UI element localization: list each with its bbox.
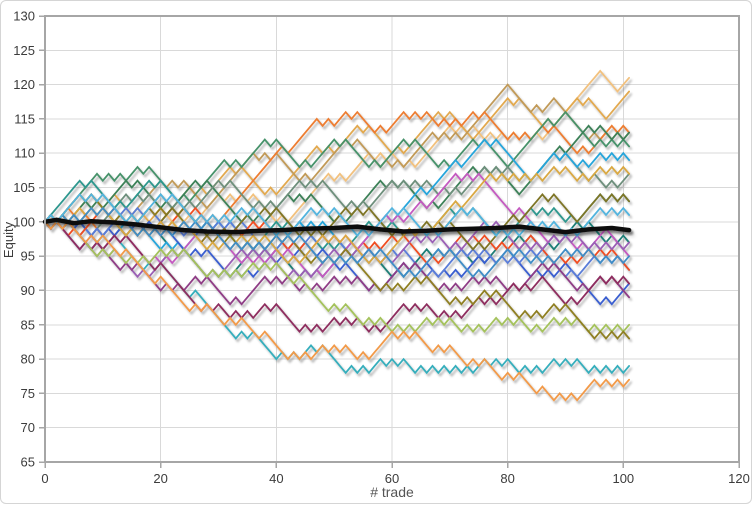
y-tick-label-65: 65 [21,455,35,470]
y-tick-label-110: 110 [14,146,35,161]
gridlines [45,16,739,462]
y-tick-label-125: 125 [13,43,35,58]
equity-line-run-24 [44,206,630,279]
y-tick-label-105: 105 [13,180,35,195]
y-tick-label-120: 120 [13,77,35,92]
y-tick-label-100: 100 [13,214,35,229]
equity-line-run-18 [44,220,630,333]
y-tick-label-80: 80 [21,352,35,367]
y-tick-label-75: 75 [21,386,35,401]
equity-lines [42,69,632,402]
equity-line-run-23 [44,220,630,402]
plot-border [44,15,740,463]
tick-marks [39,15,740,468]
x-tick-label-60: 60 [385,471,399,486]
y-axis-title: Equity [1,221,16,258]
y-tick-label-85: 85 [21,317,35,332]
equity-line-run-16 [44,220,630,279]
equity-line-run-05 [44,110,630,224]
x-tick-label-120: 120 [728,471,750,486]
y-tick-label-95: 95 [21,249,35,264]
x-tick-label-0: 0 [41,471,48,486]
x-tick-label-40: 40 [269,471,283,486]
x-tick-label-20: 20 [153,471,167,486]
y-tick-label-130: 130 [13,9,35,24]
y-tick-label-70: 70 [21,420,35,435]
x-axis-title: # trade [370,484,414,500]
y-tick-label-115: 115 [14,111,35,126]
equity-line-run-25 [44,192,630,238]
axis-labels: 65 70 75 80 85 90 95 100 105 110 115 120 125 130 0 20 40… [1,9,750,501]
average-equity-line [42,217,632,235]
equity-line-run-03 [44,83,630,224]
x-tick-label-100: 100 [612,471,634,486]
equity-line-run-19 [44,220,630,333]
equity-line-run-08 [44,179,630,251]
y-tick-label-90: 90 [21,283,35,298]
x-tick-label-80: 80 [500,471,514,486]
